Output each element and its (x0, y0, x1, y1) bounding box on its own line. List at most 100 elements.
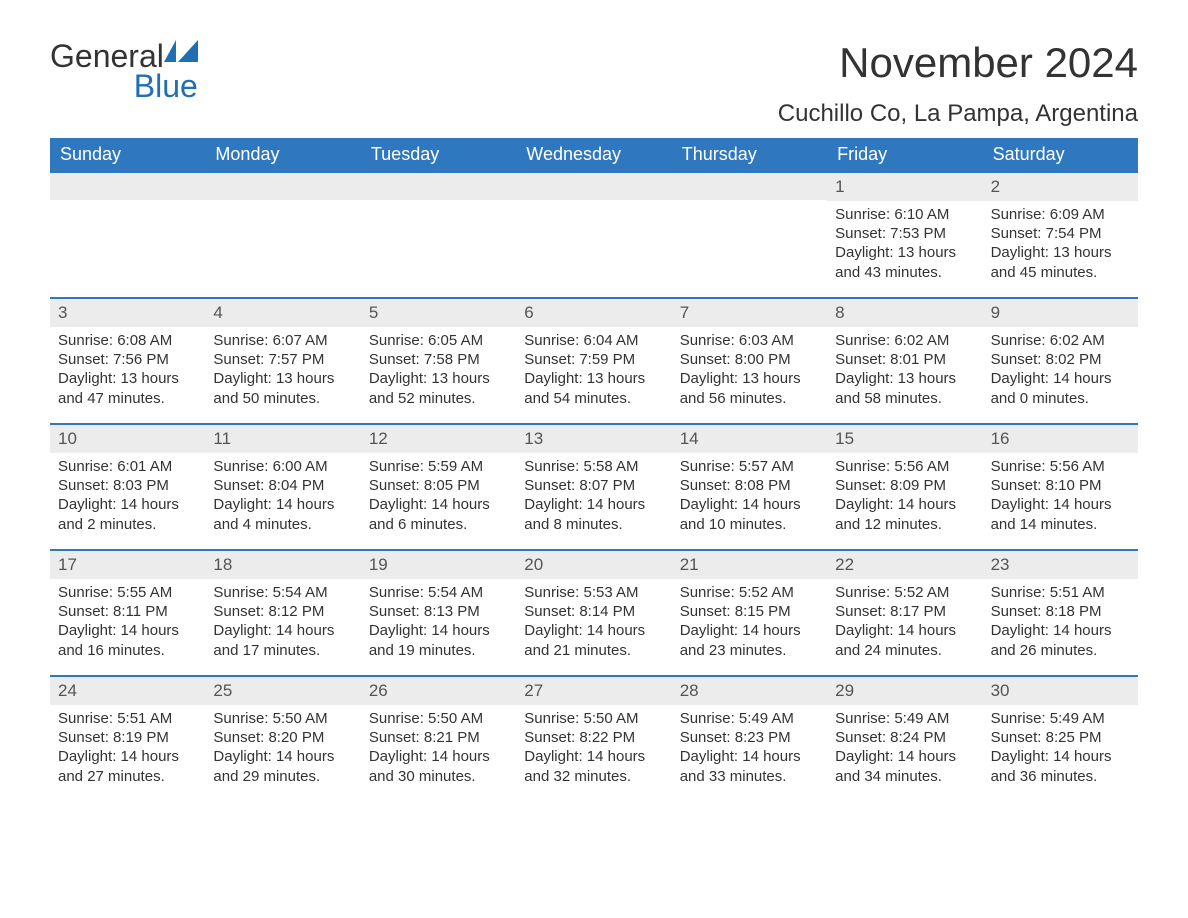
day-number: 27 (516, 675, 671, 705)
day1-text: Daylight: 14 hours (835, 621, 974, 640)
day-body: Sunrise: 6:09 AMSunset: 7:54 PMDaylight:… (983, 205, 1138, 282)
sunrise-text: Sunrise: 5:49 AM (835, 709, 974, 728)
sunrise-text: Sunrise: 5:58 AM (524, 457, 663, 476)
day-number: 10 (50, 423, 205, 453)
day-number: 12 (361, 423, 516, 453)
empty-day-cell (205, 171, 360, 297)
day-cell: 30Sunrise: 5:49 AMSunset: 8:25 PMDayligh… (983, 675, 1138, 801)
weekday-saturday: Saturday (983, 138, 1138, 171)
sunrise-text: Sunrise: 5:49 AM (680, 709, 819, 728)
day-number: 14 (672, 423, 827, 453)
sunrise-text: Sunrise: 6:07 AM (213, 331, 352, 350)
day1-text: Daylight: 14 hours (991, 747, 1130, 766)
location: Cuchillo Co, La Pampa, Argentina (778, 100, 1138, 128)
day-number: 3 (50, 297, 205, 327)
day1-text: Daylight: 14 hours (991, 495, 1130, 514)
day-body: Sunrise: 5:51 AMSunset: 8:19 PMDaylight:… (50, 709, 205, 786)
sunrise-text: Sunrise: 6:08 AM (58, 331, 197, 350)
month-title: November 2024 (778, 40, 1138, 86)
day-cell: 26Sunrise: 5:50 AMSunset: 8:21 PMDayligh… (361, 675, 516, 801)
day-number: 26 (361, 675, 516, 705)
day-cell: 20Sunrise: 5:53 AMSunset: 8:14 PMDayligh… (516, 549, 671, 675)
day-body: Sunrise: 5:52 AMSunset: 8:15 PMDaylight:… (672, 583, 827, 660)
day2-text: and 23 minutes. (680, 641, 819, 660)
day2-text: and 4 minutes. (213, 515, 352, 534)
day-cell: 14Sunrise: 5:57 AMSunset: 8:08 PMDayligh… (672, 423, 827, 549)
day-body: Sunrise: 5:56 AMSunset: 8:09 PMDaylight:… (827, 457, 982, 534)
day-body: Sunrise: 5:50 AMSunset: 8:20 PMDaylight:… (205, 709, 360, 786)
day-number: 25 (205, 675, 360, 705)
weekday-monday: Monday (205, 138, 360, 171)
day2-text: and 21 minutes. (524, 641, 663, 660)
sunset-text: Sunset: 8:19 PM (58, 728, 197, 747)
sunset-text: Sunset: 8:25 PM (991, 728, 1130, 747)
sunrise-text: Sunrise: 5:53 AM (524, 583, 663, 602)
day-number: 7 (672, 297, 827, 327)
day2-text: and 43 minutes. (835, 263, 974, 282)
sunset-text: Sunset: 8:23 PM (680, 728, 819, 747)
day-body: Sunrise: 6:10 AMSunset: 7:53 PMDaylight:… (827, 205, 982, 282)
day-cell: 25 Sunrise: 5:50 AMSunset: 8:20 PMDayligh… (205, 675, 360, 801)
day-body: Sunrise: 5:56 AMSunset: 8:10 PMDaylight:… (983, 457, 1138, 534)
day-body: Sunrise: 6:00 AMSunset: 8:04 PMDaylight:… (205, 457, 360, 534)
sunrise-text: Sunrise: 5:51 AM (58, 709, 197, 728)
day2-text: and 30 minutes. (369, 767, 508, 786)
sunrise-text: Sunrise: 5:49 AM (991, 709, 1130, 728)
empty-day-cell (672, 171, 827, 297)
sunset-text: Sunset: 8:08 PM (680, 476, 819, 495)
day2-text: and 52 minutes. (369, 389, 508, 408)
day1-text: Daylight: 14 hours (369, 747, 508, 766)
logo-flag-icon (164, 40, 198, 67)
sunrise-text: Sunrise: 6:01 AM (58, 457, 197, 476)
sunset-text: Sunset: 8:11 PM (58, 602, 197, 621)
day-number: 20 (516, 549, 671, 579)
day-number: 17 (50, 549, 205, 579)
empty-day-header (516, 171, 671, 200)
empty-day-header (361, 171, 516, 200)
day2-text: and 14 minutes. (991, 515, 1130, 534)
day2-text: and 50 minutes. (213, 389, 352, 408)
day-body: Sunrise: 5:58 AMSunset: 8:07 PMDaylight:… (516, 457, 671, 534)
logo-word2: Blue (50, 70, 198, 102)
day-body: Sunrise: 6:04 AMSunset: 7:59 PMDaylight:… (516, 331, 671, 408)
day1-text: Daylight: 14 hours (835, 747, 974, 766)
day2-text: and 6 minutes. (369, 515, 508, 534)
sunset-text: Sunset: 8:24 PM (835, 728, 974, 747)
sunset-text: Sunset: 8:02 PM (991, 350, 1130, 369)
day-number: 29 (827, 675, 982, 705)
day-cell: 22Sunrise: 5:52 AMSunset: 8:17 PMDayligh… (827, 549, 982, 675)
sunset-text: Sunset: 8:20 PM (213, 728, 352, 747)
day1-text: Daylight: 13 hours (835, 243, 974, 262)
sunset-text: Sunset: 8:03 PM (58, 476, 197, 495)
sunrise-text: Sunrise: 6:05 AM (369, 331, 508, 350)
day2-text: and 54 minutes. (524, 389, 663, 408)
day-body: Sunrise: 6:07 AMSunset: 7:57 PMDaylight:… (205, 331, 360, 408)
empty-day-cell (50, 171, 205, 297)
sunrise-text: Sunrise: 5:57 AM (680, 457, 819, 476)
empty-day-header (672, 171, 827, 200)
sunset-text: Sunset: 7:57 PM (213, 350, 352, 369)
day-number: 24 (50, 675, 205, 705)
sunrise-text: Sunrise: 5:51 AM (991, 583, 1130, 602)
day-body: Sunrise: 6:02 AMSunset: 8:02 PMDaylight:… (983, 331, 1138, 408)
day-body: Sunrise: 6:01 AMSunset: 8:03 PMDaylight:… (50, 457, 205, 534)
day-body: Sunrise: 6:03 AMSunset: 8:00 PMDaylight:… (672, 331, 827, 408)
day-body: Sunrise: 5:49 AMSunset: 8:25 PMDaylight:… (983, 709, 1138, 786)
sunrise-text: Sunrise: 5:55 AM (58, 583, 197, 602)
day2-text: and 27 minutes. (58, 767, 197, 786)
day-body: Sunrise: 6:02 AMSunset: 8:01 PMDaylight:… (827, 331, 982, 408)
day-number: 18 (205, 549, 360, 579)
calendar-page: General Blue November 2024 Cuchillo Co, … (0, 0, 1188, 851)
day1-text: Daylight: 14 hours (58, 621, 197, 640)
sunrise-text: Sunrise: 5:54 AM (213, 583, 352, 602)
sunset-text: Sunset: 8:07 PM (524, 476, 663, 495)
sunset-text: Sunset: 8:21 PM (369, 728, 508, 747)
day-body: Sunrise: 5:49 AMSunset: 8:23 PMDaylight:… (672, 709, 827, 786)
day1-text: Daylight: 14 hours (680, 747, 819, 766)
day-number: 15 (827, 423, 982, 453)
sunset-text: Sunset: 8:12 PM (213, 602, 352, 621)
day1-text: Daylight: 14 hours (58, 747, 197, 766)
day1-text: Daylight: 14 hours (524, 747, 663, 766)
day-body: Sunrise: 5:54 AMSunset: 8:13 PMDaylight:… (361, 583, 516, 660)
sunset-text: Sunset: 7:56 PM (58, 350, 197, 369)
